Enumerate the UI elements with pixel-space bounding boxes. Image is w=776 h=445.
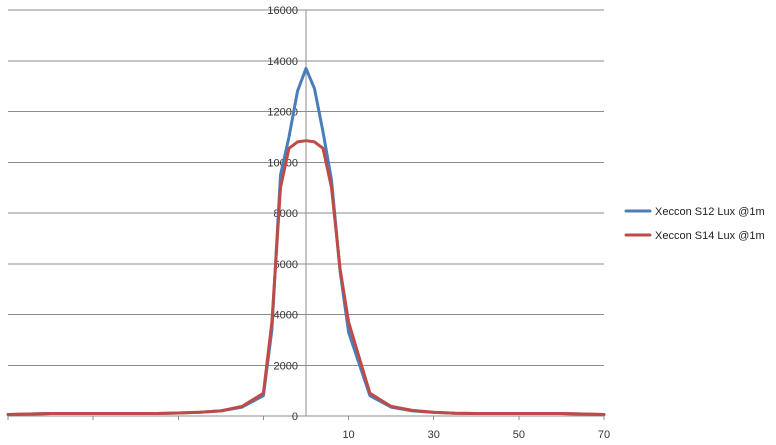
y-tick-label-12000: 12000	[267, 107, 298, 119]
x-tick-labels: 10 30 50 70	[342, 429, 610, 441]
legend-label-1: Xeccon S12 Lux @1m	[655, 206, 765, 218]
legend: Xeccon S12 Lux @1m Xeccon S14 Lux @1m	[624, 206, 765, 242]
y-tick-label-6000: 6000	[274, 259, 298, 271]
y-tick-label-2000: 2000	[274, 360, 298, 372]
y-tick-label-4000: 4000	[274, 310, 298, 322]
y-tick-label-16000: 16000	[267, 5, 298, 17]
legend-label-2: Xeccon S14 Lux @1m	[655, 230, 765, 242]
x-tick-label-50: 50	[513, 429, 525, 441]
axes	[7, 9, 605, 420]
x-tick-label-70: 70	[598, 429, 610, 441]
y-tick-label-14000: 14000	[267, 56, 298, 68]
x-tick-label-30: 30	[428, 429, 440, 441]
y-tick-label-0: 0	[292, 411, 298, 423]
x-tick-label-10: 10	[342, 429, 354, 441]
series-line-2	[6, 139, 606, 416]
series-lines	[6, 66, 606, 416]
